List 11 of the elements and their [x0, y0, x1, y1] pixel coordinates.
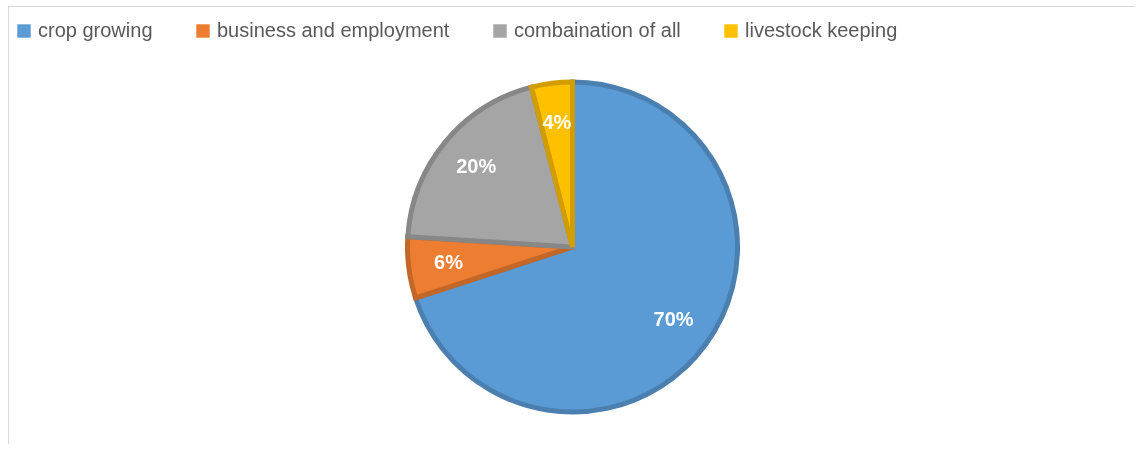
- data-label: 6%: [434, 250, 464, 273]
- pie-slice: [405, 84, 575, 250]
- legend-label: livestock keeping: [745, 19, 898, 41]
- data-label: 4%: [542, 110, 572, 133]
- legend-label: combaination of all: [514, 19, 681, 41]
- legend-label: business and employment: [217, 19, 450, 41]
- pie-slice: [413, 79, 740, 415]
- legend-label: crop growing: [38, 19, 153, 41]
- data-label: 70%: [653, 308, 694, 331]
- data-label: 20%: [456, 155, 497, 178]
- pie-slice: [528, 79, 575, 250]
